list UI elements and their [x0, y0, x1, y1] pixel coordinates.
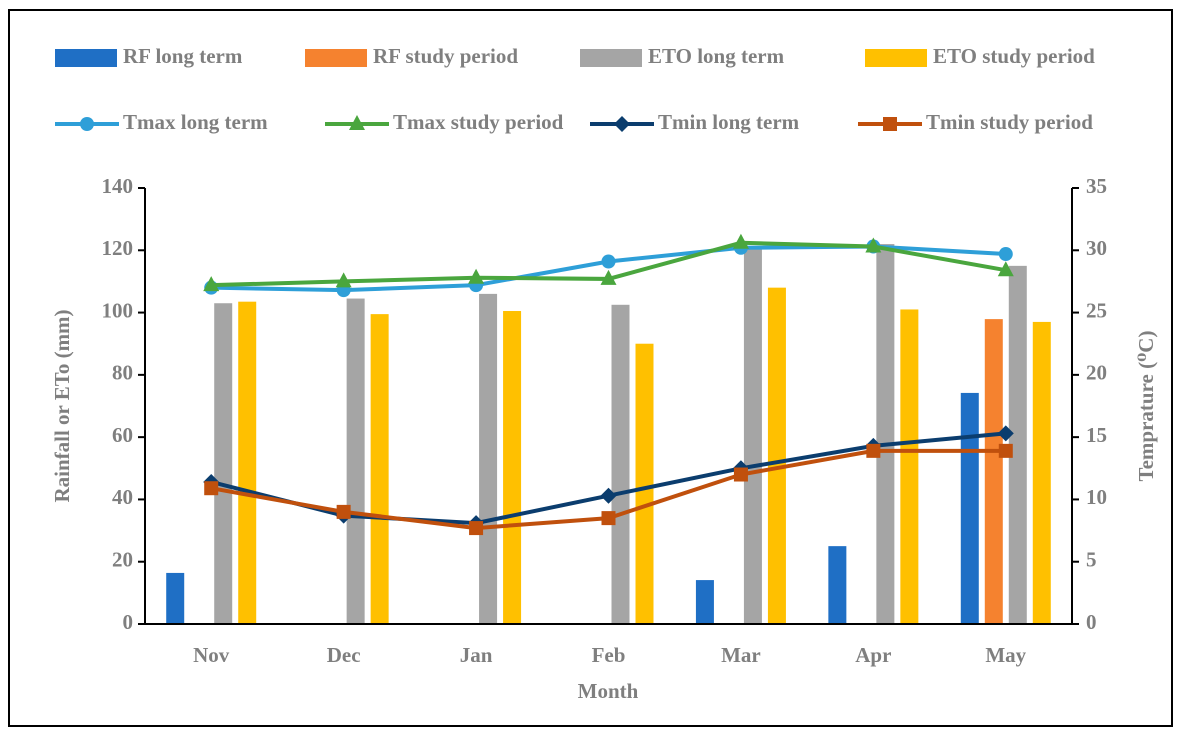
point: [997, 261, 1014, 277]
bar: [503, 311, 522, 624]
point: [601, 511, 616, 526]
x-tick-label: Jan: [460, 643, 493, 667]
bar: [214, 303, 233, 624]
y2-tick-label: 0: [1086, 610, 1097, 634]
bar: [695, 580, 714, 624]
y2-tick-label: 15: [1086, 423, 1107, 447]
bar: [1008, 265, 1027, 624]
y-tick-label: 60: [112, 423, 133, 447]
bar: [960, 392, 979, 624]
y2-tick-label: 25: [1086, 298, 1107, 322]
y2-tick-label: 30: [1086, 236, 1107, 260]
legend-swatch: [865, 49, 927, 67]
y-tick-label: 20: [112, 548, 133, 572]
bar: [611, 304, 630, 624]
x-tick-label: Mar: [721, 643, 761, 667]
point: [997, 425, 1014, 442]
y-tick-label: 100: [102, 298, 134, 322]
legend-label: Tmin long term: [658, 110, 800, 134]
y-tick-label: 80: [112, 361, 133, 385]
point: [204, 481, 219, 496]
bar: [166, 572, 185, 624]
legend-marker: [349, 115, 365, 130]
point: [203, 276, 220, 292]
point: [732, 233, 749, 249]
y2-tick-label: 35: [1086, 174, 1107, 198]
bar: [1032, 321, 1051, 624]
point: [866, 443, 881, 458]
y2-tick-label: 10: [1086, 485, 1107, 509]
bar: [767, 287, 786, 624]
legend-label: ETO study period: [933, 44, 1095, 68]
y2-tick-label: 5: [1086, 548, 1097, 572]
legend-label: Tmin study period: [926, 110, 1093, 134]
point: [998, 443, 1013, 458]
legend-marker: [883, 117, 897, 131]
bar: [876, 244, 895, 625]
bar: [743, 247, 762, 624]
point: [600, 269, 617, 285]
point: [469, 521, 484, 536]
bar: [479, 293, 498, 624]
point: [336, 504, 351, 519]
point: [335, 272, 352, 288]
bar: [346, 298, 365, 624]
legend-label: RF long term: [123, 44, 243, 68]
y2-axis-title: Temprature (⁰C): [1134, 331, 1158, 482]
y-tick-label: 40: [112, 485, 133, 509]
point: [600, 487, 617, 504]
point: [998, 247, 1013, 262]
x-tick-label: May: [985, 643, 1026, 667]
x-tick-label: Dec: [327, 643, 361, 667]
legend-label: RF study period: [373, 44, 518, 68]
x-tick-label: Apr: [855, 643, 891, 667]
x-tick-label: Feb: [592, 643, 626, 667]
bar: [984, 319, 1003, 624]
y-tick-label: 0: [123, 610, 134, 634]
legend-marker: [80, 117, 94, 131]
legend-swatch: [580, 49, 642, 67]
y-tick-label: 120: [102, 236, 134, 260]
y-tick-label: 140: [102, 174, 134, 198]
bar: [370, 314, 389, 624]
point: [601, 254, 616, 269]
legend-marker: [614, 116, 630, 132]
bar: [900, 309, 919, 624]
bar: [635, 343, 654, 624]
bar: [828, 546, 847, 624]
legend-swatch: [55, 49, 117, 67]
x-axis-title: Month: [578, 679, 639, 703]
bar: [238, 301, 257, 624]
point: [733, 467, 748, 482]
x-tick-label: Nov: [193, 643, 230, 667]
legend-swatch: [305, 49, 367, 67]
legend-label: Tmax long term: [123, 110, 268, 134]
y2-tick-label: 20: [1086, 361, 1107, 385]
legend-label: ETO long term: [648, 44, 785, 68]
legend-label: Tmax study period: [393, 110, 564, 134]
point: [865, 237, 882, 253]
y-axis-title: Rainfall or ETo (mm): [50, 309, 74, 502]
point: [468, 268, 485, 284]
